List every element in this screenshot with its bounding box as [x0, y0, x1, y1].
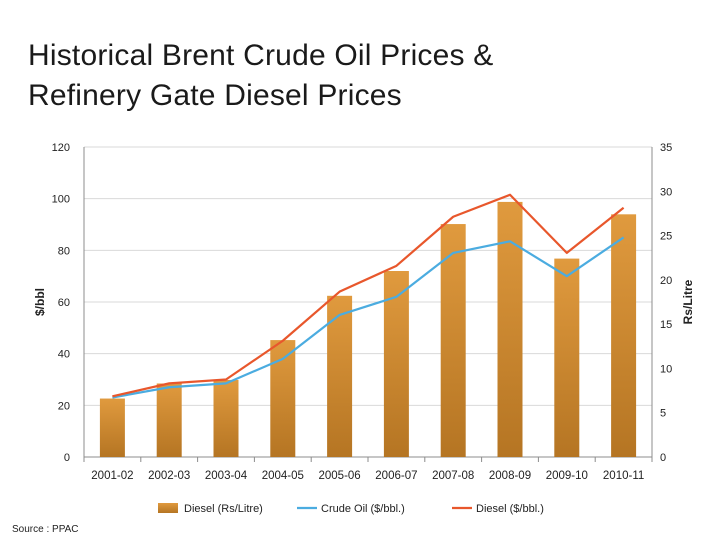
y-tick-label: 20 [58, 400, 70, 412]
bar-diesel-rs-litre [554, 258, 580, 457]
source-note: Source : PPAC [12, 524, 79, 535]
x-tick-label: 2004-05 [262, 470, 304, 482]
bar-diesel-rs-litre [213, 379, 239, 457]
x-tick-label: 2007-08 [432, 470, 474, 482]
line-diesel-usd [112, 193, 625, 398]
y2-tick-label: 0 [660, 452, 666, 464]
bar-diesel-rs-litre [611, 214, 637, 457]
y2-tick-label: 15 [660, 319, 672, 331]
legend-label-crude: Crude Oil ($/bbl.) [321, 503, 405, 515]
chart-title: Historical Brent Crude Oil Prices & Refi… [28, 36, 628, 116]
y-tick-label: 60 [58, 297, 70, 309]
legend-label-bar: Diesel (Rs/Litre) [184, 503, 263, 515]
x-tick-label: 2005-06 [318, 470, 360, 482]
y2-axis-title: Rs/Litre [681, 279, 695, 324]
x-tick-label: 2010-11 [603, 470, 644, 482]
x-tick-label: 2009-10 [546, 470, 588, 482]
y-tick-label: 80 [58, 245, 70, 257]
y-tick-label: 40 [58, 349, 70, 361]
y-axis-title: $/bbl [33, 288, 47, 316]
y-tick-label: 0 [64, 452, 70, 464]
chart-title-line-1: Historical Brent Crude Oil Prices & [28, 39, 494, 72]
x-tick-label: 2002-03 [148, 470, 190, 482]
bar-diesel-rs-litre [99, 398, 125, 457]
legend-label-diesel: Diesel ($/bbl.) [476, 503, 544, 515]
y2-tick-label: 30 [660, 186, 672, 198]
x-tick-label: 2003-04 [205, 470, 248, 482]
y-tick-label: 100 [52, 194, 70, 206]
y2-tick-label: 35 [660, 142, 672, 154]
y2-tick-label: 5 [660, 408, 666, 420]
x-tick-label: 2008-09 [489, 470, 531, 482]
bar-diesel-rs-litre [497, 201, 523, 457]
bar-diesel-rs-litre [440, 224, 466, 457]
y2-tick-label: 20 [660, 275, 672, 287]
bar-diesel-rs-litre [383, 271, 409, 457]
y2-tick-label: 10 [660, 363, 672, 375]
y2-tick-label: 25 [660, 231, 672, 243]
x-tick-label: 2006-07 [375, 470, 417, 482]
y-tick-label: 120 [52, 142, 70, 154]
x-tick-label: 2001-02 [91, 470, 133, 482]
bar-diesel-rs-litre [156, 383, 182, 457]
chart-title-line-2: Refinery Gate Diesel Prices [28, 79, 402, 112]
legend-swatch-bar [158, 503, 178, 513]
bar-diesel-rs-litre [327, 295, 353, 457]
line-crude-oil [112, 236, 625, 399]
